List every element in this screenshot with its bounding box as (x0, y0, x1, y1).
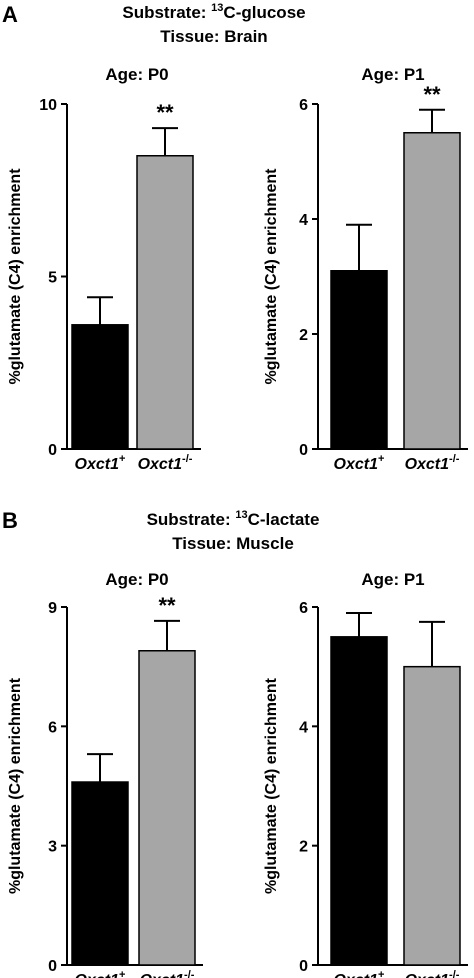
x-tick-label: Oxct1-/- (405, 969, 460, 978)
bar-oxct1-wt (330, 636, 388, 966)
x-tick-label: Oxct1-/- (138, 453, 193, 473)
x-tick-label: Oxct1+ (334, 969, 385, 978)
panel-letter-a: A (2, 2, 18, 27)
y-tick-label: 9 (48, 600, 57, 617)
charts-group: Age: P0 %glutamate (C4) enrichment 0 5 10 Oxc… (7, 65, 468, 978)
x-tick-label: Oxct1+ (75, 969, 126, 978)
y-tick-label: 5 (48, 270, 57, 287)
y-tick-label: 3 (48, 839, 57, 856)
y-tick-label: 0 (299, 442, 308, 459)
y-tick-label: 4 (299, 719, 308, 736)
y-axis-label: %glutamate (C4) enrichment (263, 677, 280, 894)
y-axis-label: %glutamate (C4) enrichment (7, 168, 24, 385)
x-tick-label: Oxct1-/- (405, 453, 460, 473)
y-tick-label: 10 (39, 97, 57, 114)
chart-title: Age: P0 (105, 570, 168, 589)
y-tick-label: 0 (48, 442, 57, 459)
y-tick-label: 2 (299, 839, 308, 856)
y-tick-label: 2 (299, 327, 308, 344)
chart-title: Age: P0 (105, 65, 168, 84)
bar-oxct1-wt (71, 324, 129, 450)
chart-title: Age: P1 (361, 570, 424, 589)
significance-label: ** (158, 593, 176, 618)
chart-2: Age: P1 %glutamate (C4) enrichment 0 2 4 6 Oxc… (263, 65, 468, 473)
bar-oxct1-ko (403, 665, 461, 966)
significance-label: ** (156, 100, 174, 125)
panel-a-tissue: Tissue: Brain (160, 27, 267, 46)
panel-b-substrate: Substrate: 13C-lactate (147, 509, 320, 529)
chart-4: Age: P1 %glutamate (C4) enrichment 0 2 4 6 Oxc… (263, 570, 468, 978)
chart-title: Age: P1 (361, 65, 424, 84)
y-tick-label: 6 (48, 719, 57, 736)
bar-oxct1-ko (136, 155, 194, 450)
chart-1: Age: P0 %glutamate (C4) enrichment 0 5 10 Oxc… (7, 65, 201, 473)
y-axis-label: %glutamate (C4) enrichment (263, 168, 280, 385)
bar-oxct1-ko (138, 650, 196, 966)
panel-letter-b: B (2, 508, 18, 533)
bar-oxct1-ko (403, 132, 461, 450)
x-tick-label: Oxct1-/- (140, 969, 195, 978)
y-tick-label: 0 (299, 958, 308, 975)
x-tick-label: Oxct1+ (75, 453, 126, 473)
y-tick-label: 6 (299, 97, 308, 114)
significance-label: ** (423, 82, 441, 107)
y-tick-label: 0 (48, 958, 57, 975)
bar-oxct1-wt (330, 270, 388, 450)
y-axis-label: %glutamate (C4) enrichment (7, 677, 24, 894)
panel-b-tissue: Tissue: Muscle (172, 534, 294, 553)
y-tick-label: 6 (299, 600, 308, 617)
panel-a-substrate: Substrate: 13C-glucose (122, 2, 305, 22)
y-tick-label: 4 (299, 212, 308, 229)
x-tick-label: Oxct1+ (334, 453, 385, 473)
bar-oxct1-wt (71, 781, 129, 966)
chart-3: Age: P0 %glutamate (C4) enrichment 0 3 6 9 Oxc… (7, 570, 203, 978)
